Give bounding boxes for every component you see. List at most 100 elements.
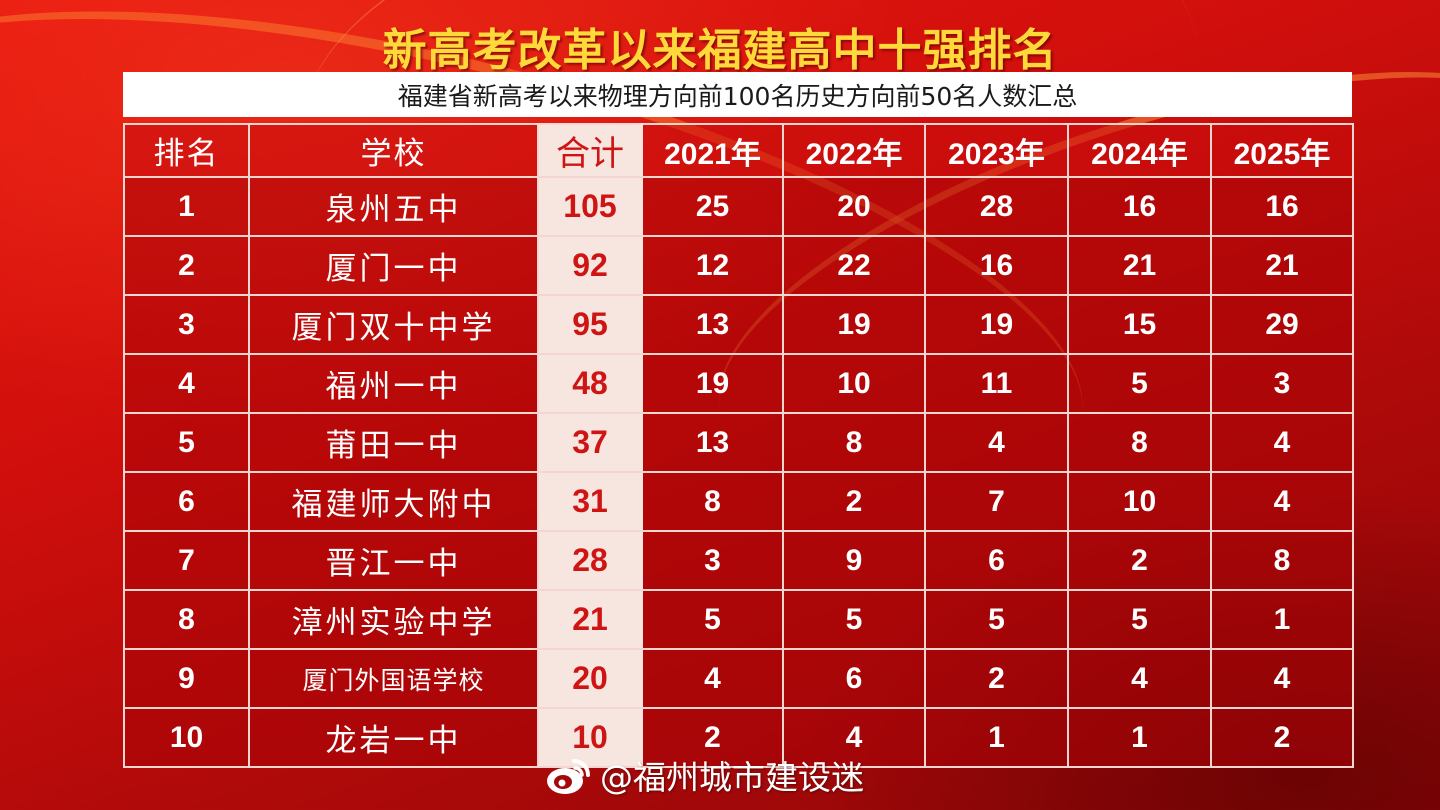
year-2023-cell: 6 bbox=[924, 530, 1069, 591]
year-2025-cell: 4 bbox=[1210, 471, 1354, 532]
ranking-table: 排名 学校 合计 2021年 2022年 2023年 2024年 2025年 1… bbox=[123, 123, 1354, 768]
year-2023-cell: 11 bbox=[924, 353, 1069, 414]
year-2023-cell: 19 bbox=[924, 294, 1069, 355]
header-rank: 排名 bbox=[123, 123, 250, 178]
school-cell: 厦门外国语学校 bbox=[248, 648, 539, 709]
table-row: 3 厦门双十中学 95 13 19 19 15 29 bbox=[123, 294, 1354, 355]
year-2021-cell: 3 bbox=[641, 530, 784, 591]
rank-cell: 10 bbox=[123, 707, 250, 768]
school-cell: 福州一中 bbox=[248, 353, 539, 414]
header-2025: 2025年 bbox=[1210, 123, 1354, 178]
total-cell: 37 bbox=[537, 412, 643, 473]
total-cell: 20 bbox=[537, 648, 643, 709]
rank-cell: 8 bbox=[123, 589, 250, 650]
total-cell: 28 bbox=[537, 530, 643, 591]
year-2022-cell: 10 bbox=[782, 353, 926, 414]
year-2024-cell: 2 bbox=[1067, 530, 1212, 591]
table-subtitle: 福建省新高考以来物理方向前100名历史方向前50名人数汇总 bbox=[123, 72, 1352, 117]
rank-cell: 9 bbox=[123, 648, 250, 709]
year-2022-cell: 5 bbox=[782, 589, 926, 650]
weibo-icon bbox=[544, 753, 594, 797]
year-2025-cell: 21 bbox=[1210, 235, 1354, 296]
school-cell: 厦门双十中学 bbox=[248, 294, 539, 355]
year-2022-cell: 6 bbox=[782, 648, 926, 709]
year-2024-cell: 21 bbox=[1067, 235, 1212, 296]
watermark-text: @福州城市建设迷 bbox=[600, 758, 864, 797]
year-2024-cell: 10 bbox=[1067, 471, 1212, 532]
year-2024-cell: 5 bbox=[1067, 353, 1212, 414]
rank-cell: 6 bbox=[123, 471, 250, 532]
year-2021-cell: 8 bbox=[641, 471, 784, 532]
header-school: 学校 bbox=[248, 123, 539, 178]
table-row: 4 福州一中 48 19 10 11 5 3 bbox=[123, 353, 1354, 414]
table-row: 1 泉州五中 105 25 20 28 16 16 bbox=[123, 176, 1354, 237]
rank-cell: 5 bbox=[123, 412, 250, 473]
year-2023-cell: 16 bbox=[924, 235, 1069, 296]
rank-cell: 3 bbox=[123, 294, 250, 355]
year-2024-cell: 16 bbox=[1067, 176, 1212, 237]
year-2022-cell: 9 bbox=[782, 530, 926, 591]
table-row: 2 厦门一中 92 12 22 16 21 21 bbox=[123, 235, 1354, 296]
header-2021: 2021年 bbox=[641, 123, 784, 178]
year-2023-cell: 28 bbox=[924, 176, 1069, 237]
rank-cell: 1 bbox=[123, 176, 250, 237]
year-2023-cell: 4 bbox=[924, 412, 1069, 473]
year-2025-cell: 1 bbox=[1210, 589, 1354, 650]
year-2021-cell: 25 bbox=[641, 176, 784, 237]
year-2021-cell: 19 bbox=[641, 353, 784, 414]
school-cell: 晋江一中 bbox=[248, 530, 539, 591]
year-2025-cell: 8 bbox=[1210, 530, 1354, 591]
total-cell: 105 bbox=[537, 176, 643, 237]
year-2023-cell: 1 bbox=[924, 707, 1069, 768]
year-2024-cell: 15 bbox=[1067, 294, 1212, 355]
table-row: 10 龙岩一中 10 2 4 1 1 2 bbox=[123, 707, 1354, 768]
year-2021-cell: 2 bbox=[641, 707, 784, 768]
table-row: 7 晋江一中 28 3 9 6 2 8 bbox=[123, 530, 1354, 591]
school-cell: 厦门一中 bbox=[248, 235, 539, 296]
school-cell: 龙岩一中 bbox=[248, 707, 539, 768]
total-cell: 10 bbox=[537, 707, 643, 768]
school-cell: 福建师大附中 bbox=[248, 471, 539, 532]
year-2023-cell: 5 bbox=[924, 589, 1069, 650]
year-2023-cell: 2 bbox=[924, 648, 1069, 709]
year-2022-cell: 8 bbox=[782, 412, 926, 473]
year-2024-cell: 8 bbox=[1067, 412, 1212, 473]
total-cell: 92 bbox=[537, 235, 643, 296]
year-2025-cell: 16 bbox=[1210, 176, 1354, 237]
year-2022-cell: 2 bbox=[782, 471, 926, 532]
school-cell: 泉州五中 bbox=[248, 176, 539, 237]
total-cell: 48 bbox=[537, 353, 643, 414]
header-2022: 2022年 bbox=[782, 123, 926, 178]
watermark: @福州城市建设迷 bbox=[544, 752, 864, 798]
table-row: 5 莆田一中 37 13 8 4 8 4 bbox=[123, 412, 1354, 473]
year-2024-cell: 1 bbox=[1067, 707, 1212, 768]
year-2022-cell: 22 bbox=[782, 235, 926, 296]
page-title: 新高考改革以来福建高中十强排名 bbox=[382, 25, 1058, 76]
total-cell: 21 bbox=[537, 589, 643, 650]
rank-cell: 7 bbox=[123, 530, 250, 591]
year-2021-cell: 13 bbox=[641, 294, 784, 355]
total-cell: 95 bbox=[537, 294, 643, 355]
year-2022-cell: 20 bbox=[782, 176, 926, 237]
year-2021-cell: 12 bbox=[641, 235, 784, 296]
header-total: 合计 bbox=[537, 123, 643, 178]
year-2022-cell: 19 bbox=[782, 294, 926, 355]
rank-cell: 4 bbox=[123, 353, 250, 414]
school-cell: 漳州实验中学 bbox=[248, 589, 539, 650]
rank-cell: 2 bbox=[123, 235, 250, 296]
school-cell: 莆田一中 bbox=[248, 412, 539, 473]
year-2024-cell: 4 bbox=[1067, 648, 1212, 709]
year-2021-cell: 5 bbox=[641, 589, 784, 650]
header-2024: 2024年 bbox=[1067, 123, 1212, 178]
year-2022-cell: 4 bbox=[782, 707, 926, 768]
year-2023-cell: 7 bbox=[924, 471, 1069, 532]
year-2025-cell: 4 bbox=[1210, 412, 1354, 473]
header-row: 排名 学校 合计 2021年 2022年 2023年 2024年 2025年 bbox=[123, 123, 1354, 178]
year-2025-cell: 3 bbox=[1210, 353, 1354, 414]
total-cell: 31 bbox=[537, 471, 643, 532]
year-2021-cell: 4 bbox=[641, 648, 784, 709]
table-row: 6 福建师大附中 31 8 2 7 10 4 bbox=[123, 471, 1354, 532]
year-2024-cell: 5 bbox=[1067, 589, 1212, 650]
table-row: 9 厦门外国语学校 20 4 6 2 4 4 bbox=[123, 648, 1354, 709]
header-2023: 2023年 bbox=[924, 123, 1069, 178]
